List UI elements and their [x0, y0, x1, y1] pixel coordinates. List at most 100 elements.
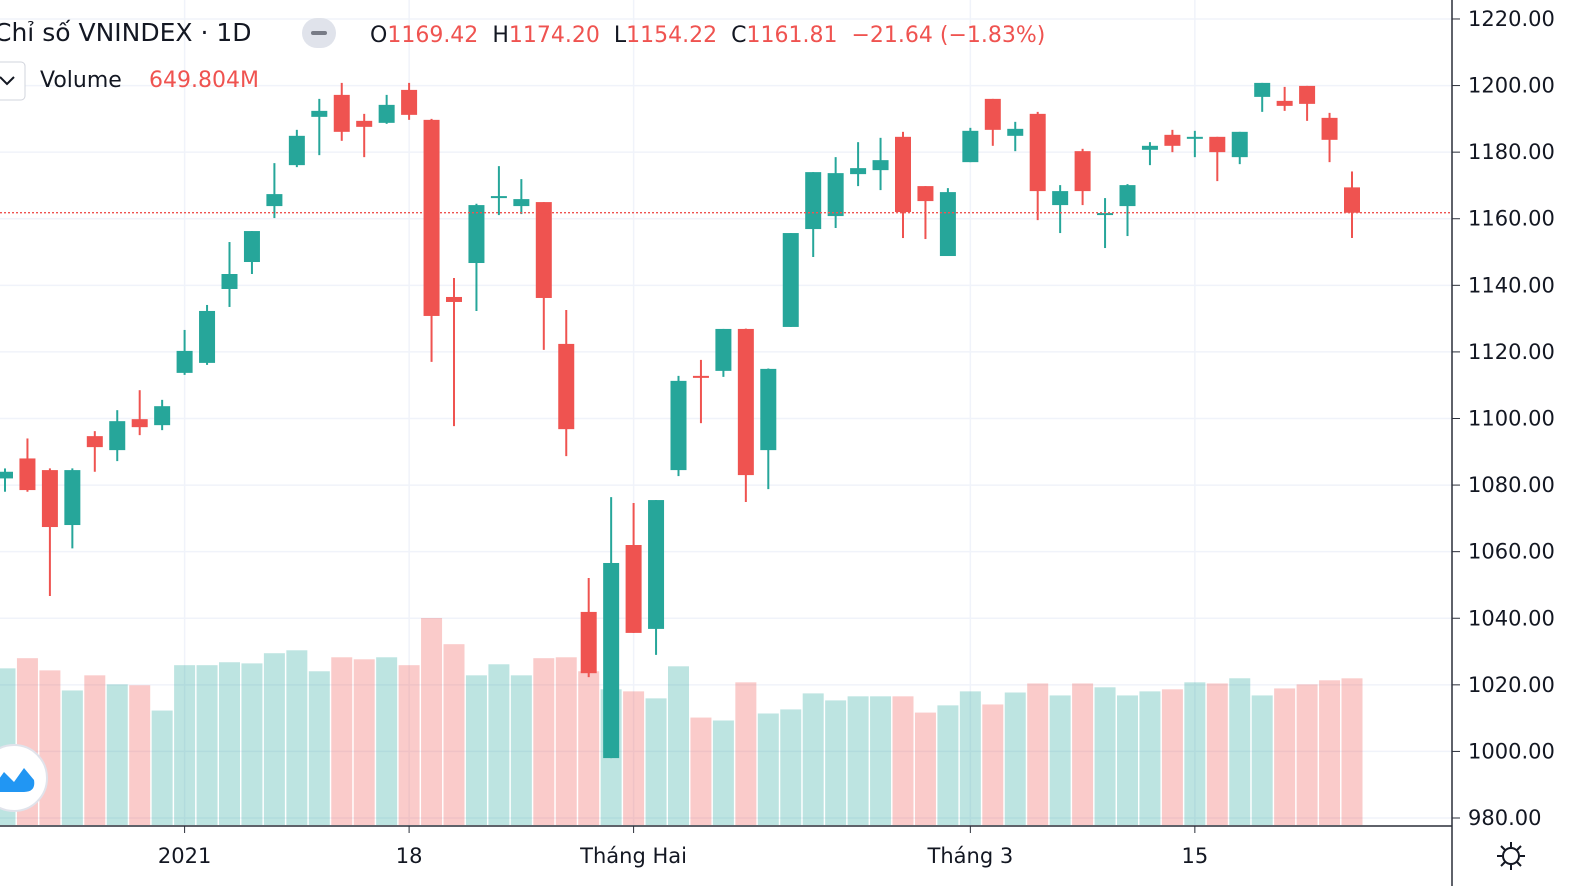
volume-value: 649.804M: [149, 68, 259, 93]
volume-label: Volume: [40, 68, 122, 93]
candle-body: [1007, 128, 1024, 136]
candle-body: [805, 172, 822, 230]
volume-bar: [623, 691, 645, 825]
candle-body: [962, 130, 979, 163]
volume-bar: [825, 700, 847, 825]
y-tick-label: 1020.00: [1468, 673, 1555, 697]
candle-body: [131, 419, 148, 428]
label-layer: 980.00 1000.00 1020.00 1040.00 1060.00 1080.0…: [158, 7, 1555, 868]
volume-bar: [1094, 687, 1116, 825]
y-tick-label: 1100.00: [1468, 406, 1555, 430]
volume-bar: [106, 684, 128, 825]
candle-body: [221, 274, 238, 289]
candle-body: [243, 231, 260, 263]
volume-bar: [488, 664, 510, 825]
ohlc-value: 1154.22: [626, 23, 717, 48]
x-tick-label: Tháng 3: [927, 844, 1014, 868]
x-tick-label: 2021: [158, 844, 211, 868]
candle-body: [41, 470, 58, 528]
candle-body: [490, 196, 507, 199]
candle-body: [64, 470, 81, 526]
candle-body: [1141, 145, 1158, 150]
volume-bar: [712, 720, 734, 825]
volume-bar: [735, 682, 757, 825]
volume-bar: [129, 685, 151, 825]
volume-bar: [398, 665, 420, 825]
gear-teeth: [1497, 842, 1525, 870]
y-tick-label: 1220.00: [1468, 7, 1555, 31]
volume-bar: [1341, 678, 1363, 825]
chevron-icon: [0, 76, 15, 86]
volume-bar: [757, 713, 779, 825]
candle-body: [1029, 113, 1046, 192]
candle-body: [154, 406, 171, 426]
candle-body: [827, 173, 844, 217]
ohlc-value: 1161.81: [746, 23, 837, 48]
candle-body: [895, 136, 911, 213]
candle-body: [648, 500, 665, 629]
gear-ring: [1502, 847, 1520, 865]
candle-body: [1119, 185, 1136, 207]
candle-body: [558, 343, 575, 430]
volume-bar: [510, 675, 532, 825]
candle-body: [378, 104, 395, 123]
volume-bar: [802, 693, 824, 825]
x-tick-label: 15: [1181, 844, 1208, 868]
volume-bar: [174, 665, 196, 825]
candle-body: [984, 98, 1001, 130]
volume-bar: [959, 691, 981, 825]
collapse-button[interactable]: [0, 61, 26, 101]
volume-bar: [308, 671, 330, 825]
candle-body: [1254, 82, 1271, 97]
volume-bar: [1072, 683, 1094, 825]
volume-bar: [780, 709, 802, 825]
candle-body: [1321, 117, 1338, 140]
candle-body: [356, 120, 373, 127]
candle-body: [580, 611, 597, 674]
volume-bar: [1117, 695, 1138, 825]
candle-body: [288, 135, 305, 166]
volume-bar: [578, 671, 600, 825]
candle-body: [1209, 136, 1226, 153]
candle-body: [0, 471, 13, 479]
settings-button[interactable]: [1497, 842, 1525, 870]
candle-body: [1231, 131, 1248, 158]
volume-bar: [1296, 684, 1318, 825]
volume-bar: [555, 657, 577, 825]
volume-bar: [443, 644, 465, 825]
candle-body: [872, 160, 889, 171]
volume-bar: [219, 662, 240, 825]
candle-body: [401, 89, 418, 115]
volume-bar: [870, 696, 892, 825]
ohlc-legend: O1169.42 H1174.20 L1154.22 C1161.81 −21.64 (…: [370, 23, 1045, 48]
y-tick-label: 1200.00: [1468, 74, 1555, 98]
candle-body: [1074, 151, 1091, 192]
ohlc-label: O: [370, 23, 387, 48]
candle-body: [1299, 85, 1316, 104]
candle-body: [1164, 134, 1181, 146]
candle-body: [333, 94, 350, 132]
x-tick-label: 18: [396, 844, 423, 868]
volume-bar: [914, 712, 936, 825]
volume-bar: [1004, 692, 1026, 825]
volume-bar: [982, 704, 1004, 825]
volume-bar: [421, 618, 443, 825]
volume-bar: [151, 710, 173, 825]
y-tick-label: 1120.00: [1468, 340, 1555, 364]
y-tick-label: 1080.00: [1468, 473, 1555, 497]
volume-bar: [1184, 682, 1206, 825]
chart-title: Chỉ số VNINDEX · 1D: [0, 18, 252, 47]
candle-body: [1097, 213, 1114, 216]
change-value: −21.64 (−1.83%): [851, 23, 1045, 48]
candle-body: [513, 199, 530, 207]
volume-bar: [533, 658, 555, 825]
candle-body: [1276, 100, 1293, 106]
volume-bar: [286, 650, 308, 825]
candle-body: [535, 202, 552, 298]
hide-icon: [311, 31, 327, 35]
candle-body: [1344, 187, 1360, 213]
ohlc-value: 1174.20: [509, 23, 600, 48]
ohlc-label: C: [731, 23, 746, 48]
x-tick-label: Tháng Hai: [579, 844, 687, 868]
